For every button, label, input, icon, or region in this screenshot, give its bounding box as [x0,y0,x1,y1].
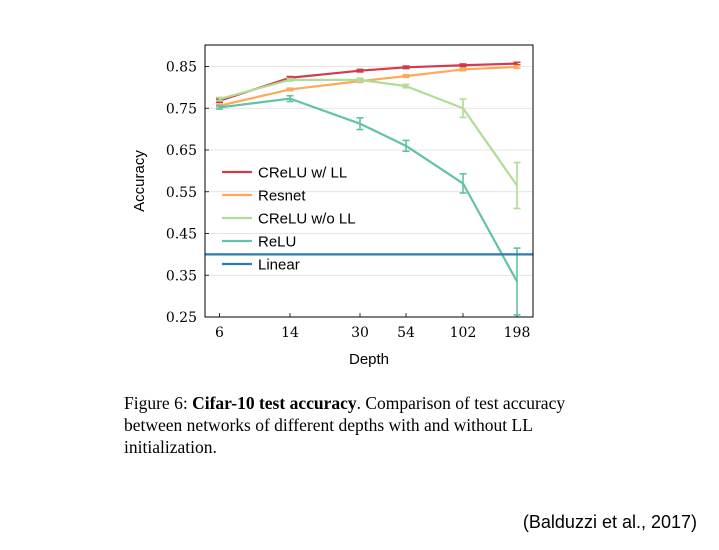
legend-label: ReLU [258,234,296,251]
series-lines [205,61,533,316]
y-tick-label: 0.45 [166,227,197,243]
citation: (Balduzzi et al., 2017) [522,512,697,532]
series-line [219,65,518,107]
legend-label: Linear [258,257,300,274]
series-line [219,78,518,187]
caption-prefix: Figure 6: [124,393,193,413]
y-tick-label: 0.85 [166,60,197,76]
series-line [219,97,518,283]
accuracy-chart: 0.25 0.35 0.45 0.55 0.65 0.75 0.85 6 14 30 54 102 1… [131,44,534,368]
grid-lines [205,66,533,318]
y-tick-label: 0.55 [166,185,197,201]
x-ticks: 6 14 30 54 102 198 [215,313,530,341]
x-tick-label: 6 [215,325,224,341]
x-tick-label: 198 [504,325,531,341]
x-tick-label: 102 [450,325,477,341]
y-axis-label: Accuracy [131,150,148,212]
legend-label: CReLU w/o LL [258,211,356,228]
caption-title: Cifar-10 test accuracy [192,393,357,413]
plot-frame [204,44,534,318]
x-tick-label: 54 [397,325,415,341]
y-tick-label: 0.75 [166,101,197,117]
legend-label: Resnet [258,188,306,205]
y-tick-label: 0.65 [166,143,197,159]
figure-caption: Figure 6: Cifar-10 test accuracy. Compar… [124,392,574,458]
series-line [219,62,518,102]
x-tick-label: 14 [281,325,299,341]
x-axis-label: Depth [349,351,389,368]
caption-text: . Comparison of test accuracy between ne… [124,393,566,457]
y-tick-label: 0.25 [166,310,197,326]
legend: CReLU w/ LL Resnet CReLU w/o LL ReLU Linear [222,165,356,274]
y-ticks: 0.25 0.35 0.45 0.55 0.65 0.75 0.85 [166,60,209,326]
y-tick-label: 0.35 [166,268,197,284]
legend-label: CReLU w/ LL [258,165,347,182]
x-tick-label: 30 [351,325,369,341]
